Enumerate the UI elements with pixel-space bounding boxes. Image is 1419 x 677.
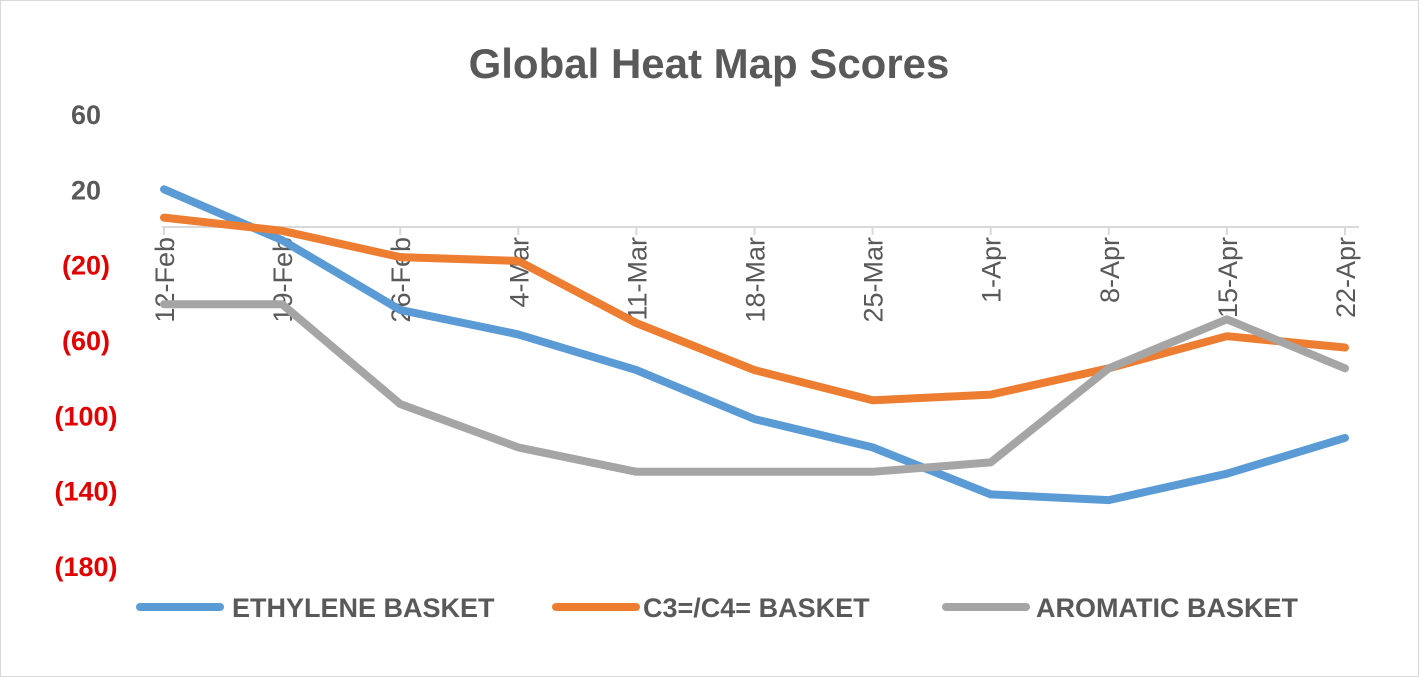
series-line — [160, 300, 1349, 476]
y-axis-ticks: 60 20 (20) (60) (100) (140) (180) — [54, 100, 117, 582]
y-tick-label: (100) — [54, 401, 117, 431]
series-lines — [160, 185, 1349, 505]
legend-label: C3=/C4= BASKET — [643, 593, 870, 623]
series-line — [160, 213, 1349, 405]
x-tick-label: 4-Mar — [504, 237, 534, 308]
legend: ETHYLENE BASKET C3=/C4= BASKET AROMATIC BA… — [136, 593, 1298, 623]
x-tick-label: 22-Apr — [1331, 237, 1361, 318]
series-line — [160, 185, 1349, 505]
legend-label: AROMATIC BASKET — [1036, 593, 1298, 623]
x-tick-label: 15-Apr — [1213, 237, 1243, 318]
chart-title: Global Heat Map Scores — [469, 40, 950, 87]
x-axis — [162, 226, 1359, 235]
y-tick-label: (180) — [54, 552, 117, 582]
x-tick-label: 11-Mar — [622, 237, 652, 321]
y-tick-label: (140) — [54, 477, 117, 507]
x-axis-ticks: 12-Feb 19-Feb 26-Feb 4-Mar 11-Mar 18-Mar 25-Ma… — [150, 237, 1361, 323]
y-tick-label: (20) — [62, 251, 110, 281]
x-tick-label: 1-Apr — [977, 237, 1007, 303]
x-tick-label: 12-Feb — [150, 237, 180, 323]
legend-label: ETHYLENE BASKET — [232, 593, 495, 623]
y-tick-label: (60) — [62, 326, 110, 356]
y-tick-label: 60 — [71, 100, 101, 130]
x-tick-label: 18-Mar — [741, 237, 771, 323]
x-tick-label: 8-Apr — [1095, 237, 1125, 303]
y-tick-label: 20 — [71, 175, 101, 205]
x-tick-label: 25-Mar — [859, 237, 889, 323]
